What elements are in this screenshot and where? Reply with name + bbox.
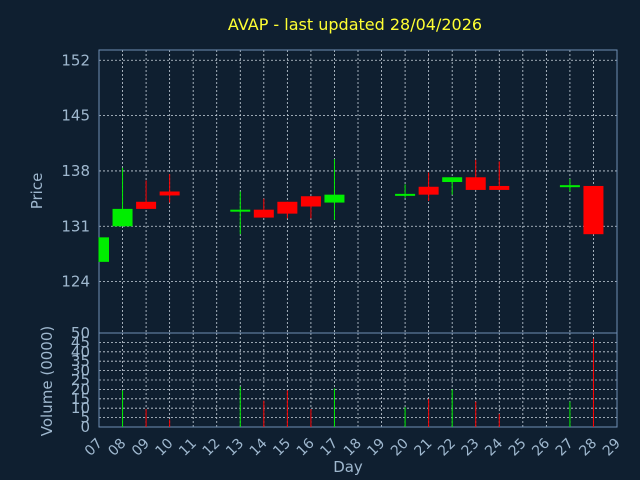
x-axis-label: Day: [333, 458, 363, 476]
candle-body: [112, 208, 133, 227]
candle-body: [277, 201, 298, 214]
x-tick-label: 22: [435, 436, 459, 460]
x-tick-label: 13: [223, 436, 247, 460]
volume-tick-label: 0: [80, 418, 90, 436]
price-tick-label: 124: [61, 273, 90, 291]
price-y-ticks: 124 131 138 145 152: [61, 51, 90, 290]
candle-body: [583, 185, 604, 235]
x-tick-label: 21: [412, 436, 436, 460]
x-tick-label: 17: [317, 436, 341, 460]
candle-body: [159, 191, 180, 196]
x-tick-label: 24: [482, 435, 506, 459]
volume-panel-frame: [98, 332, 618, 428]
candle-body: [395, 193, 416, 196]
x-tick-label: 07: [82, 436, 106, 460]
volume-tick-label: 10: [71, 399, 90, 417]
volume-tick-label: 50: [71, 324, 90, 342]
price-tick-label: 138: [61, 162, 90, 180]
price-tick-label: 131: [61, 217, 90, 235]
volume-grid: [99, 333, 617, 427]
candlestick-series: [98, 159, 604, 262]
volume-tick-label: 45: [71, 333, 90, 351]
x-tick-label: 11: [176, 436, 200, 460]
volume-tick-label: 35: [71, 352, 90, 370]
candle-body: [418, 186, 439, 195]
volume-tick-label: 5: [80, 409, 90, 427]
price-tick-label: 145: [61, 107, 90, 125]
x-tick-label: 09: [129, 436, 153, 460]
price-axis-label: Price: [28, 173, 46, 210]
x-tick-label: 15: [270, 436, 294, 460]
x-tick-label: 26: [529, 435, 553, 459]
volume-tick-label: 15: [71, 390, 90, 408]
volume-axis-label: Volume (0000): [38, 326, 56, 436]
candle-body: [300, 196, 321, 207]
x-tick-label: 14: [247, 435, 271, 459]
x-tick-label: 12: [200, 436, 224, 460]
candle-body: [489, 185, 510, 190]
volume-tick-label: 25: [71, 371, 90, 389]
x-tick-label: 19: [364, 436, 388, 460]
x-tick-label: 25: [506, 436, 530, 460]
x-tick-label: 16: [294, 435, 318, 459]
candle-body: [99, 237, 109, 262]
candle-body: [253, 209, 274, 218]
candle-body: [136, 201, 157, 209]
volume-tick-label: 30: [71, 362, 90, 380]
volume-tick-label: 40: [71, 343, 90, 361]
candle-body: [230, 209, 251, 212]
price-tick-label: 152: [61, 51, 90, 69]
x-tick-label: 28: [576, 436, 600, 460]
x-ticks: 07 08 09 10 11 12 13 14 15 16 17 18 19 20 21 22 23 24 25 26…: [82, 435, 624, 459]
candle-body: [559, 185, 580, 188]
x-tick-label: 08: [105, 436, 129, 460]
x-tick-label: 27: [553, 436, 577, 460]
x-tick-label: 20: [388, 436, 412, 460]
x-tick-label: 23: [459, 436, 483, 460]
chart-title: AVAP - last updated 28/04/2026: [228, 15, 482, 34]
x-tick-label: 10: [153, 436, 177, 460]
volume-series: [122, 338, 594, 427]
x-tick-label: 18: [341, 436, 365, 460]
x-tick-label: 29: [600, 436, 624, 460]
candle-body: [324, 194, 345, 203]
candle-body: [442, 177, 463, 183]
volume-tick-label: 20: [71, 380, 90, 398]
candle-body: [465, 177, 486, 190]
